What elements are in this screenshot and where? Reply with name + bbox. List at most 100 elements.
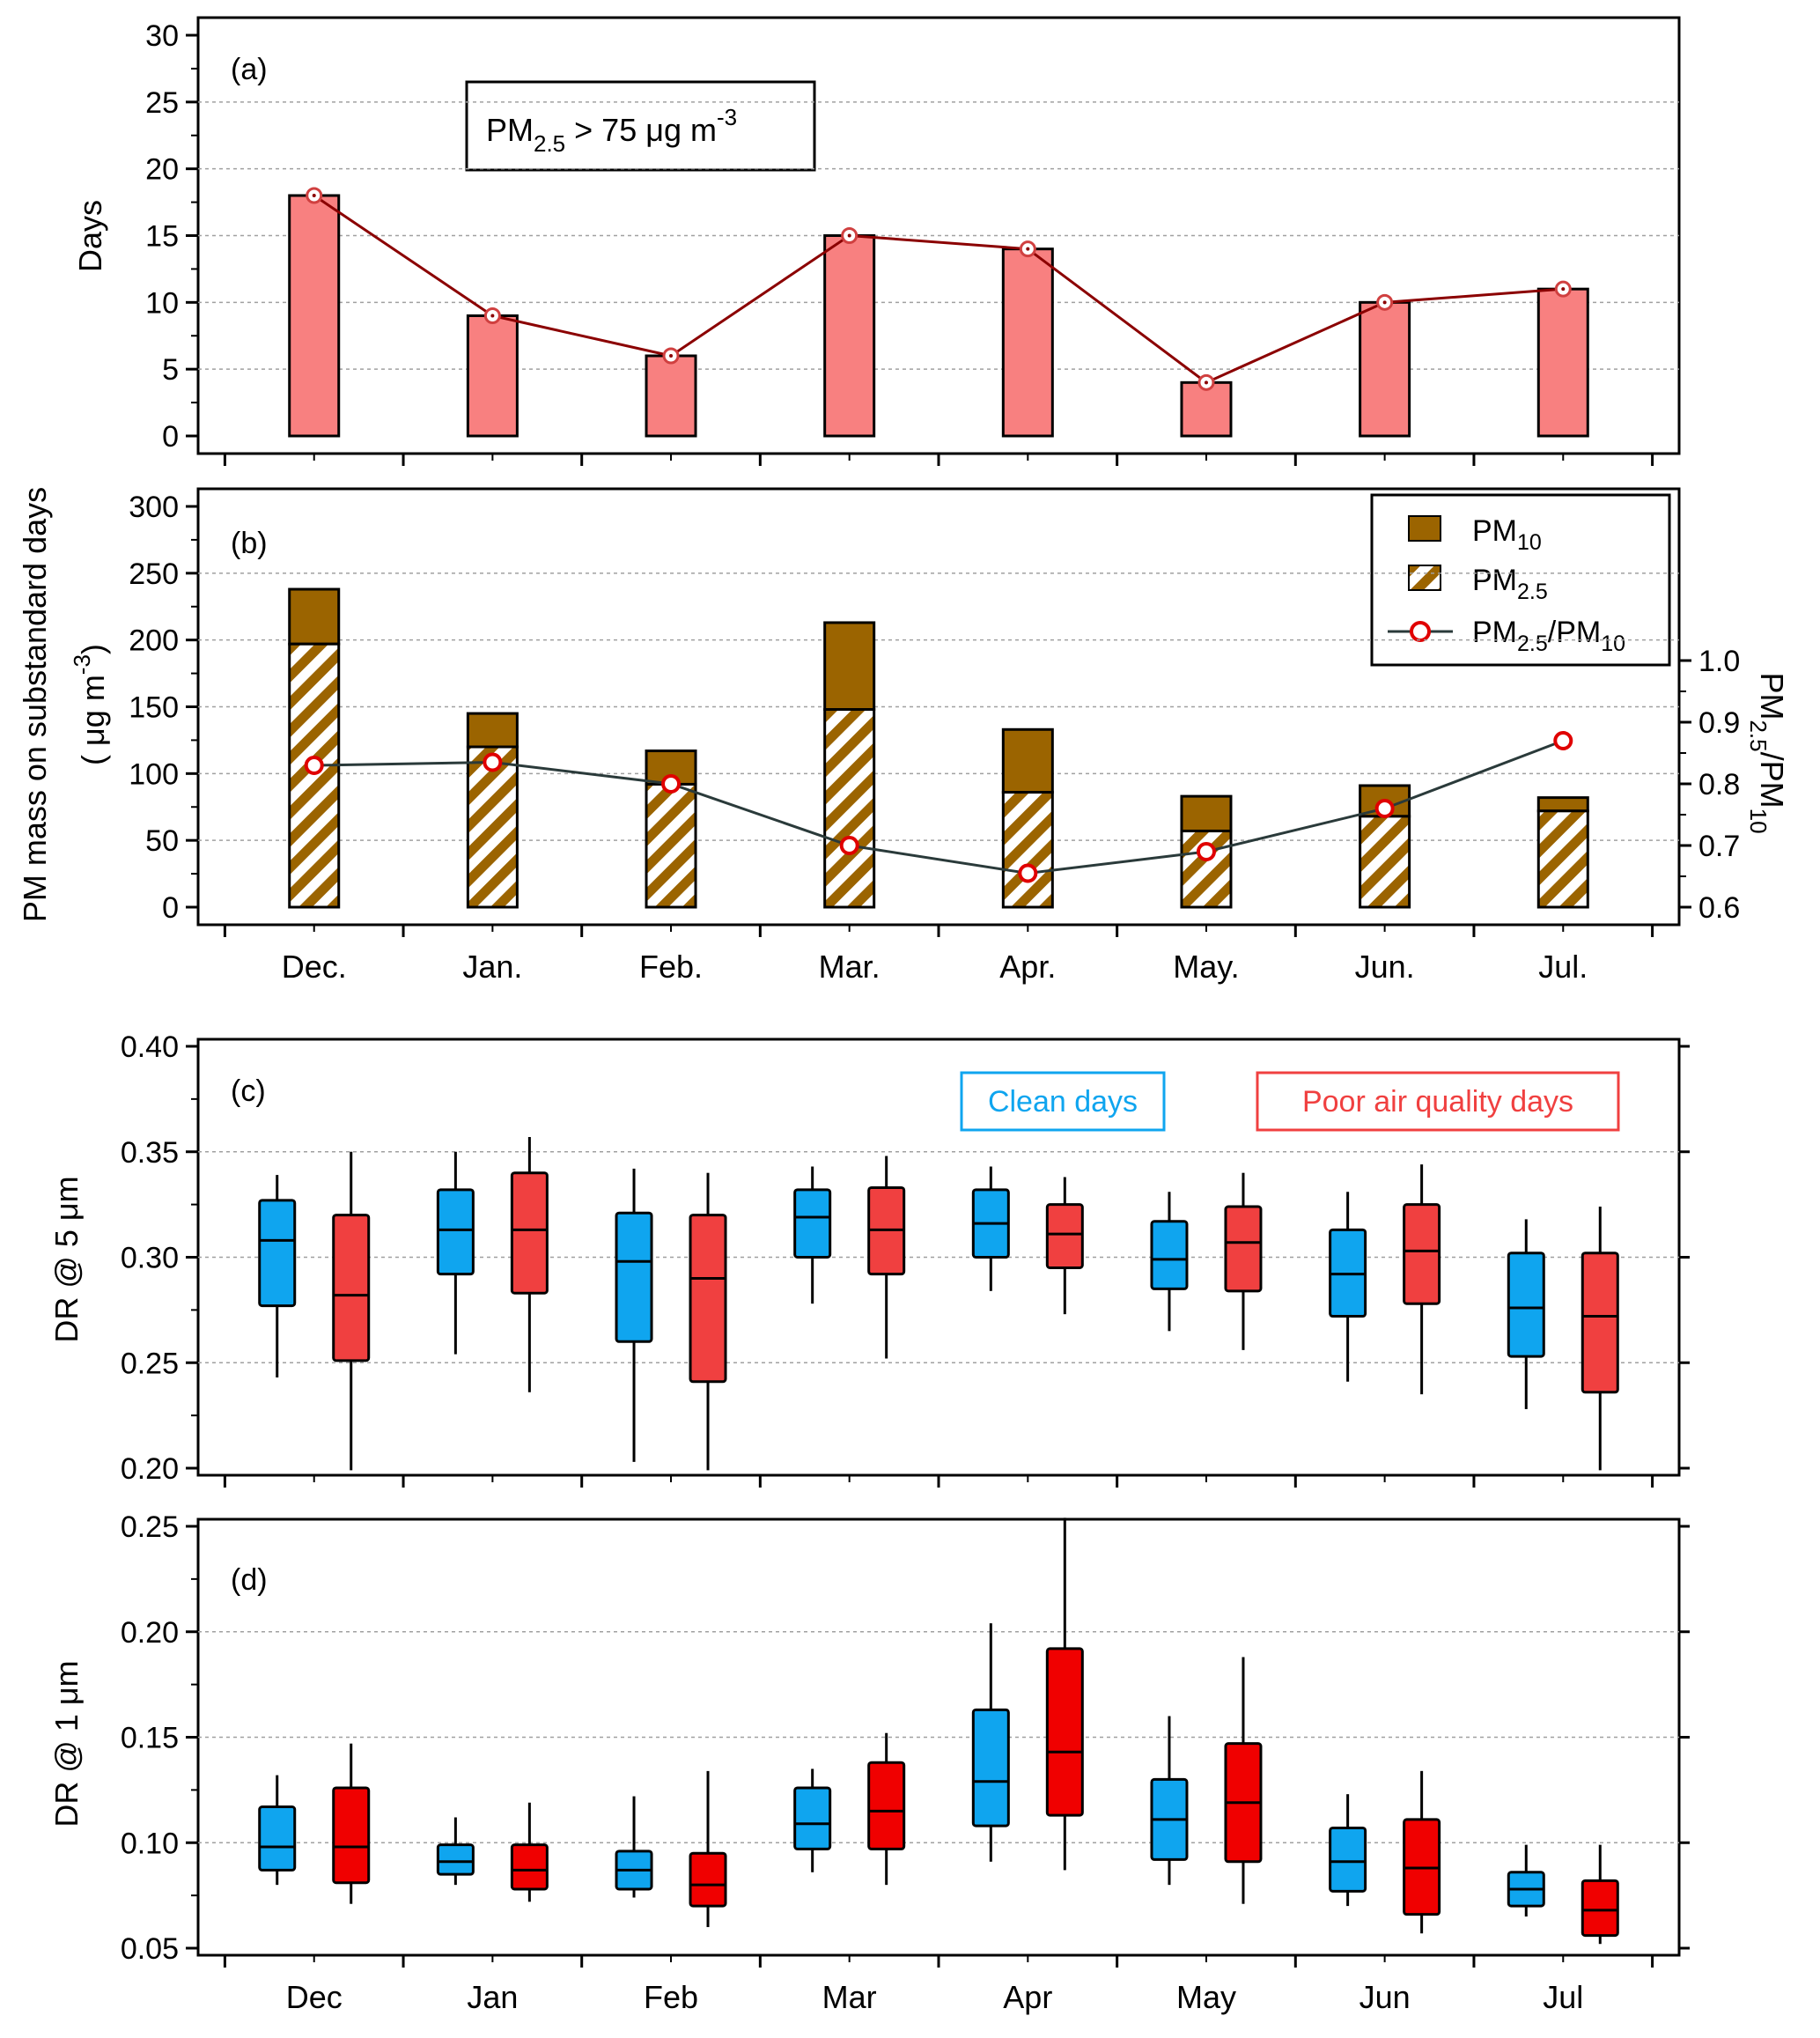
- box: [971, 1708, 1010, 1828]
- x-tick-label: Mar.: [819, 949, 881, 985]
- panel-b-legend: PM10 PM2.5 PM2.5/PM10: [1370, 493, 1671, 667]
- x-tick-label: Jan: [467, 1979, 518, 2015]
- box: [615, 1211, 653, 1343]
- days-marker-dot: [312, 194, 316, 197]
- panel-b-y2label: PM2.5/PM10: [1745, 672, 1790, 833]
- x-tick-label: Jun: [1359, 1979, 1411, 2015]
- y2-tick-label: 1.0: [1698, 645, 1740, 678]
- pm25-bar: [466, 745, 519, 909]
- days-marker-dot: [1382, 300, 1387, 305]
- ratio-marker: [839, 836, 859, 855]
- y-tick-label: 30: [145, 19, 179, 53]
- pm10-bar: [288, 587, 341, 646]
- y-tick-label: 0: [162, 891, 179, 925]
- y-tick-label: 300: [129, 491, 179, 524]
- x-tick-label: Apr: [1003, 1979, 1052, 2015]
- days-marker-dot: [1204, 380, 1208, 385]
- threshold-annotation-box: [465, 80, 816, 172]
- pm10-bar: [823, 621, 876, 712]
- days-line: [313, 194, 1564, 385]
- x-tick-label: Jan.: [462, 949, 522, 985]
- y-tick-label: 0.25: [121, 1510, 179, 1544]
- days-marker-dot: [490, 314, 495, 318]
- days-bar: [823, 234, 876, 438]
- box: [867, 1761, 906, 1850]
- box: [1045, 1203, 1084, 1269]
- y-tick-label: 0.30: [121, 1242, 179, 1275]
- x-tick-label: Apr.: [999, 949, 1056, 985]
- box: [793, 1786, 832, 1850]
- x-tick-label: Jul: [1543, 1979, 1583, 2015]
- x-tick-label: Dec: [286, 1979, 343, 2015]
- panel-a-label: (a): [231, 53, 268, 86]
- box: [1329, 1826, 1367, 1893]
- y-tick-label: 0.35: [121, 1136, 179, 1170]
- chart-marks: 0510152025300501001502002503000.60.70.80…: [121, 19, 1740, 2015]
- pm25-bar: [288, 642, 341, 909]
- box: [1581, 1879, 1619, 1938]
- box: [436, 1188, 475, 1276]
- legend-label-pm25: PM2.5: [1472, 564, 1548, 604]
- legend-swatch-pm10: [1408, 515, 1441, 542]
- legend-poor-air-days-box: [1256, 1071, 1620, 1132]
- ratio-marker: [304, 756, 324, 775]
- days-bar: [288, 194, 341, 438]
- box: [510, 1843, 549, 1891]
- ratio-marker: [1374, 799, 1395, 818]
- panel-d-ylabel: DR @ 1 μm: [48, 1660, 85, 1827]
- pm25-bar: [645, 782, 697, 909]
- box: [1150, 1220, 1189, 1290]
- pm25-bar: [1359, 815, 1411, 909]
- y-tick-label: 25: [145, 86, 179, 120]
- box: [436, 1843, 475, 1876]
- ratio-line: [313, 739, 1564, 875]
- x-tick-label: Dec.: [282, 949, 347, 985]
- box: [689, 1851, 727, 1908]
- panel-b-ylabel-line1: PM mass on substandard days: [17, 487, 53, 922]
- legend-clean-days: Clean days: [988, 1085, 1138, 1119]
- legend-poor-air-days: Poor air quality days: [1302, 1085, 1573, 1119]
- x-tick-label: Feb: [644, 1979, 698, 2015]
- y-tick-label: 10: [145, 286, 179, 320]
- panel-c: (c) DR @ 5 μm Clean days Poor air qualit…: [48, 1037, 1681, 1477]
- y2-tick-label: 0.9: [1698, 706, 1740, 740]
- pm25-bar: [1536, 809, 1589, 909]
- days-bar: [1536, 287, 1589, 438]
- box: [1403, 1203, 1441, 1305]
- panel-d-label: (d): [231, 1563, 268, 1597]
- days-bar: [1359, 300, 1411, 438]
- box: [793, 1188, 832, 1259]
- days-marker-dot: [669, 354, 674, 358]
- box: [332, 1786, 371, 1885]
- pm25-bar: [1180, 830, 1233, 909]
- days-marker-dot: [847, 233, 851, 238]
- x-tick-label: May.: [1173, 949, 1239, 985]
- legend-swatch-pm25: [1408, 565, 1441, 591]
- y-tick-label: 20: [145, 153, 179, 187]
- y-tick-label: 5: [162, 353, 179, 387]
- box: [258, 1805, 297, 1872]
- box: [1507, 1252, 1545, 1358]
- box: [1581, 1252, 1619, 1394]
- panel-a: (a) PM2.5 > 75 μg m-3 Days: [72, 16, 1681, 455]
- panel-b-label: (b): [231, 527, 268, 560]
- legend-label-pm10: PM10: [1472, 514, 1542, 555]
- y-tick-label: 0.20: [121, 1616, 179, 1650]
- x-tick-label: Jun.: [1355, 949, 1415, 985]
- y-tick-label: 200: [129, 624, 179, 658]
- panel-c-label: (c): [231, 1074, 266, 1108]
- box: [689, 1214, 727, 1384]
- y-tick-label: 0.40: [121, 1030, 179, 1064]
- x-tick-label: Jul.: [1538, 949, 1588, 985]
- y-tick-label: 50: [145, 824, 179, 858]
- legend-swatch-ratio-marker: [1410, 621, 1431, 642]
- box: [1224, 1205, 1263, 1293]
- ratio-marker: [1018, 863, 1038, 883]
- y2-tick-label: 0.6: [1698, 891, 1740, 925]
- days-bar: [645, 354, 697, 438]
- panel-c-ylabel: DR @ 5 μm: [48, 1176, 85, 1342]
- x-tick-label: May: [1176, 1979, 1236, 2015]
- y-tick-label: 0.10: [121, 1827, 179, 1860]
- threshold-annotation: PM2.5 > 75 μg m-3: [486, 104, 737, 157]
- x-tick-label: Mar: [822, 1979, 877, 2015]
